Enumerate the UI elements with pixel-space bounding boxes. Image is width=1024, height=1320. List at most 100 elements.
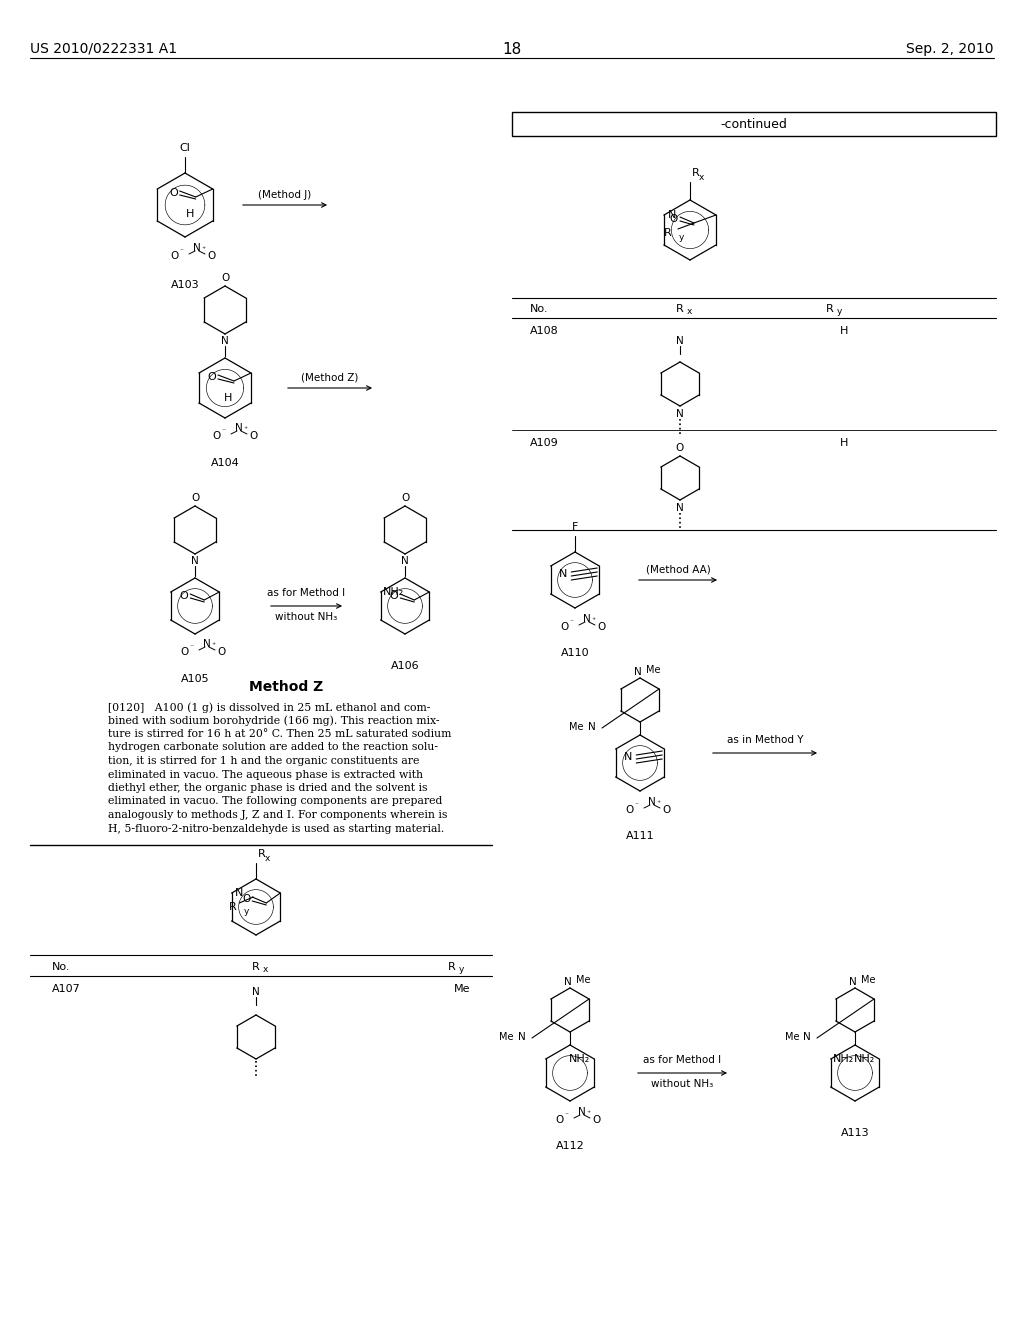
Text: R: R	[228, 902, 237, 912]
Text: N: N	[221, 337, 229, 346]
Text: ⁻: ⁻	[189, 643, 193, 652]
Text: ⁻: ⁻	[179, 247, 183, 256]
Text: R: R	[665, 228, 672, 238]
Text: H: H	[840, 326, 848, 337]
Text: N: N	[634, 667, 642, 677]
Text: ⁺: ⁺	[211, 642, 215, 649]
Text: tion, it is stirred for 1 h and the organic constituents are: tion, it is stirred for 1 h and the orga…	[108, 756, 420, 766]
Text: A107: A107	[52, 983, 81, 994]
Text: N: N	[518, 1032, 526, 1041]
Text: O: O	[662, 805, 671, 814]
Text: O: O	[597, 622, 605, 632]
Text: A103: A103	[171, 280, 200, 290]
Text: ture is stirred for 16 h at 20° C. Then 25 mL saturated sodium: ture is stirred for 16 h at 20° C. Then …	[108, 729, 452, 739]
Text: A112: A112	[556, 1140, 585, 1151]
Text: Me: Me	[569, 722, 584, 733]
Text: without NH₃: without NH₃	[274, 612, 337, 622]
Text: bined with sodium borohydride (166 mg). This reaction mix-: bined with sodium borohydride (166 mg). …	[108, 715, 439, 726]
Text: hydrogen carbonate solution are added to the reaction solu-: hydrogen carbonate solution are added to…	[108, 742, 438, 752]
Text: ⁻: ⁻	[564, 1110, 568, 1119]
Text: Me: Me	[646, 665, 660, 675]
Text: -continued: -continued	[721, 117, 787, 131]
FancyBboxPatch shape	[512, 112, 996, 136]
Text: No.: No.	[52, 962, 71, 972]
Text: (Method AA): (Method AA)	[645, 564, 711, 574]
Text: O: O	[221, 273, 229, 282]
Text: N: N	[203, 639, 211, 649]
Text: N: N	[676, 409, 684, 418]
Text: N: N	[194, 243, 201, 253]
Text: eliminated in vacuo. The following components are prepared: eliminated in vacuo. The following compo…	[108, 796, 442, 807]
Text: Cl: Cl	[179, 143, 190, 153]
Text: H: H	[840, 438, 848, 447]
Text: Method Z: Method Z	[249, 680, 324, 694]
Text: A105: A105	[180, 675, 209, 684]
Text: R: R	[692, 168, 699, 178]
Text: without NH₃: without NH₃	[651, 1078, 713, 1089]
Text: Me: Me	[861, 975, 876, 985]
Text: as for Method I: as for Method I	[643, 1055, 721, 1065]
Text: O: O	[190, 492, 199, 503]
Text: ⁺: ⁺	[586, 1109, 590, 1118]
Text: O: O	[626, 805, 634, 814]
Text: NH₂: NH₂	[854, 1053, 876, 1064]
Text: Me: Me	[500, 1032, 514, 1041]
Text: A113: A113	[841, 1129, 869, 1138]
Text: as for Method I: as for Method I	[267, 587, 345, 598]
Text: N: N	[676, 503, 684, 513]
Text: ⁺: ⁺	[201, 246, 205, 253]
Text: analogously to methods J, Z and I. For components wherein is: analogously to methods J, Z and I. For c…	[108, 810, 447, 820]
Text: O: O	[400, 492, 410, 503]
Text: O: O	[676, 444, 684, 453]
Text: A110: A110	[561, 648, 590, 657]
Text: N: N	[588, 722, 596, 733]
Text: x: x	[265, 854, 270, 863]
Text: H, 5-fluoro-2-nitro-benzaldehyde is used as starting material.: H, 5-fluoro-2-nitro-benzaldehyde is used…	[108, 824, 444, 833]
Text: (Method Z): (Method Z)	[301, 374, 358, 383]
Text: No.: No.	[530, 304, 549, 314]
Text: N: N	[564, 977, 571, 987]
Text: O: O	[249, 432, 257, 441]
Text: ⁺: ⁺	[656, 799, 660, 808]
Text: R: R	[676, 304, 684, 314]
Text: N: N	[236, 422, 243, 433]
Text: R: R	[826, 304, 834, 314]
Text: ⁻: ⁻	[634, 800, 638, 809]
Text: N: N	[624, 752, 632, 762]
Text: N: N	[648, 797, 656, 807]
Text: O: O	[207, 372, 216, 381]
Text: N: N	[583, 614, 591, 624]
Text: A108: A108	[530, 326, 559, 337]
Text: O: O	[207, 251, 215, 261]
Text: ⁺: ⁺	[243, 425, 247, 434]
Text: [0120]   A100 (1 g) is dissolved in 25 mL ethanol and com-: [0120] A100 (1 g) is dissolved in 25 mL …	[108, 702, 430, 713]
Text: ⁻: ⁻	[221, 426, 225, 436]
Text: x: x	[687, 308, 692, 315]
Text: N: N	[668, 210, 677, 220]
Text: O: O	[213, 432, 221, 441]
Text: O: O	[242, 894, 250, 904]
Text: ⁻: ⁻	[569, 618, 573, 627]
Text: A106: A106	[391, 661, 419, 671]
Text: R: R	[258, 849, 266, 859]
Text: O: O	[171, 251, 179, 261]
Text: O: O	[389, 591, 398, 601]
Text: eliminated in vacuo. The aqueous phase is extracted with: eliminated in vacuo. The aqueous phase i…	[108, 770, 423, 780]
Text: N: N	[559, 569, 567, 579]
Text: y: y	[244, 907, 249, 916]
Text: R: R	[449, 962, 456, 972]
Text: A111: A111	[626, 832, 654, 841]
Text: Me: Me	[575, 975, 591, 985]
Text: US 2010/0222331 A1: US 2010/0222331 A1	[30, 42, 177, 55]
Text: A104: A104	[211, 458, 240, 469]
Text: F: F	[571, 521, 579, 532]
Text: O: O	[556, 1115, 564, 1125]
Text: H: H	[185, 209, 194, 219]
Text: O: O	[217, 647, 225, 657]
Text: ⁺: ⁺	[591, 616, 595, 624]
Text: x: x	[699, 173, 705, 182]
Text: O: O	[181, 647, 189, 657]
Text: y: y	[679, 232, 684, 242]
Text: N: N	[676, 337, 684, 346]
Text: Me: Me	[454, 983, 470, 994]
